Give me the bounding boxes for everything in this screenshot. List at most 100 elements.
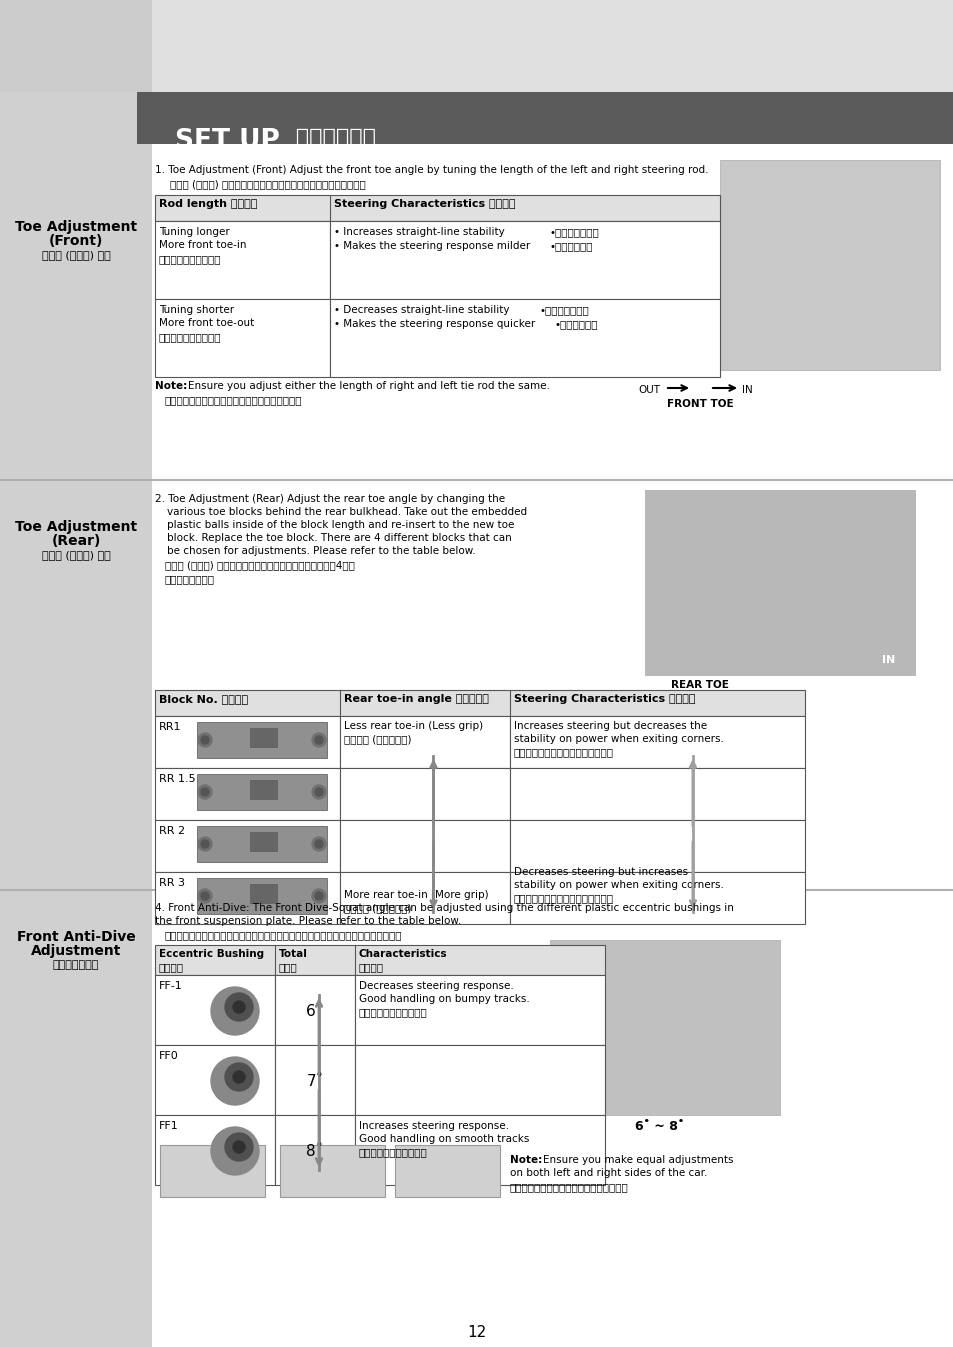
Text: 註：調整時請注意左右內襯角度選擇需一致: 註：調整時請注意左右內襯角度選擇需一致 — [510, 1183, 628, 1192]
Text: RR1: RR1 — [159, 722, 181, 731]
Bar — [154, 1115, 274, 1185]
Text: IN: IN — [882, 655, 894, 665]
Circle shape — [314, 735, 323, 744]
Text: Adjustment: Adjustment — [30, 944, 121, 958]
Bar — [0, 0, 152, 92]
Text: Note:: Note: — [154, 381, 187, 391]
Circle shape — [201, 841, 209, 849]
Text: Tuning shorter: Tuning shorter — [159, 304, 233, 315]
Text: 前懸吊防潛角度: 前懸吊防潛角度 — [52, 960, 99, 970]
Bar — [355, 975, 604, 1045]
Bar — [250, 727, 277, 748]
Text: various toe blocks behind the rear bulkhead. Take out the embedded: various toe blocks behind the rear bulkh… — [167, 506, 527, 517]
Circle shape — [198, 836, 212, 851]
Bar — [196, 826, 327, 862]
Text: 6˚ ~ 8˚: 6˚ ~ 8˚ — [635, 1119, 684, 1133]
Text: 後束角小 (抓地力較差): 後束角小 (抓地力較差) — [344, 734, 411, 744]
Text: block. Replace the toe block. There are 4 different blocks that can: block. Replace the toe block. There are … — [167, 533, 511, 543]
Text: Toe Adjustment: Toe Adjustment — [15, 220, 137, 234]
Text: (Rear): (Rear) — [51, 533, 101, 548]
Text: 後束角 (後投影) 設定：更換後影版改變後輪束角角度，備有4種後: 後束角 (後投影) 設定：更換後影版改變後輪束角角度，備有4種後 — [165, 560, 355, 570]
Circle shape — [198, 733, 212, 748]
Text: Toe Adjustment: Toe Adjustment — [15, 520, 137, 533]
Bar — [154, 872, 339, 924]
Bar — [154, 946, 604, 975]
Text: Decreases steering but increases: Decreases steering but increases — [514, 867, 687, 877]
Bar — [154, 221, 330, 299]
Text: 前傾角: 前傾角 — [278, 962, 297, 973]
Bar — [154, 768, 339, 820]
Text: 影角度可供替換。: 影角度可供替換。 — [165, 574, 214, 585]
Circle shape — [198, 889, 212, 902]
Text: • Makes the steering response quicker: • Makes the steering response quicker — [334, 319, 535, 329]
Circle shape — [312, 836, 326, 851]
Text: Increases steering response.: Increases steering response. — [358, 1121, 509, 1131]
Text: • Makes the steering response milder: • Makes the steering response milder — [334, 241, 530, 251]
Text: be chosen for adjustments. Please refer to the table below.: be chosen for adjustments. Please refer … — [167, 546, 476, 556]
Text: Less rear toe-in (Less grip): Less rear toe-in (Less grip) — [344, 721, 482, 731]
Circle shape — [201, 788, 209, 796]
Circle shape — [312, 889, 326, 902]
Text: 拉桿越長，前束角越大: 拉桿越長，前束角越大 — [159, 255, 221, 264]
Text: •轉向反應較快: •轉向反應較快 — [555, 319, 598, 329]
Bar — [154, 195, 720, 221]
Text: 1. Toe Adjustment (Front) Adjust the front toe angle by tuning the length of the: 1. Toe Adjustment (Front) Adjust the fro… — [154, 164, 708, 175]
Bar — [720, 160, 939, 370]
Text: plastic balls inside of the block length and re-insert to the new toe: plastic balls inside of the block length… — [167, 520, 514, 529]
Text: FF-1: FF-1 — [159, 981, 183, 991]
Text: 橢圓內襯: 橢圓內襯 — [159, 962, 184, 973]
Text: Characteristics: Characteristics — [358, 950, 447, 959]
Circle shape — [201, 735, 209, 744]
Text: Total: Total — [278, 950, 308, 959]
Bar — [196, 722, 327, 758]
Text: •直線穩定度較差: •直線穩定度較差 — [539, 304, 589, 315]
Text: 6˚: 6˚ — [306, 1004, 323, 1018]
Bar — [137, 92, 152, 144]
Bar — [339, 717, 510, 768]
Bar — [250, 884, 277, 904]
Text: 前懸吊防潛角度：前防潛角度的調整可經由更換前下擺臂前固定版之橢圓內襯而改變。: 前懸吊防潛角度：前防潛角度的調整可經由更換前下擺臂前固定版之橢圓內襯而改變。 — [165, 929, 402, 940]
Text: •轉向反應較緩: •轉向反應較緩 — [550, 241, 593, 251]
Text: Steering Characteristics 轉向特性: Steering Characteristics 轉向特性 — [514, 694, 695, 704]
Text: 競技角度設定: 競技角度設定 — [288, 128, 375, 148]
Text: 入彎轉向角度大，出彎補油穩定度弱: 入彎轉向角度大，出彎補油穩定度弱 — [514, 748, 614, 757]
Bar — [280, 1145, 385, 1197]
Bar — [250, 780, 277, 800]
Bar — [644, 490, 914, 675]
Bar — [154, 299, 330, 377]
Bar — [274, 1045, 355, 1115]
Text: (Front): (Front) — [49, 234, 103, 248]
Text: 轉向反應快，適平緩路面: 轉向反應快，適平緩路面 — [358, 1148, 427, 1157]
Text: 後束角大 (抓地力較好): 後束角大 (抓地力較好) — [344, 902, 411, 913]
Circle shape — [211, 1127, 258, 1175]
Text: • Decreases straight-line stability: • Decreases straight-line stability — [334, 304, 509, 315]
Circle shape — [314, 841, 323, 849]
Bar — [395, 1145, 499, 1197]
Text: 2. Toe Adjustment (Rear) Adjust the rear toe angle by changing the: 2. Toe Adjustment (Rear) Adjust the rear… — [154, 494, 504, 504]
Text: 12: 12 — [467, 1325, 486, 1340]
Text: Increases steering but decreases the: Increases steering but decreases the — [514, 721, 706, 731]
Bar — [0, 0, 152, 1347]
Text: Good handling on bumpy tracks.: Good handling on bumpy tracks. — [358, 994, 529, 1004]
Bar — [152, 92, 953, 144]
Bar — [250, 832, 277, 853]
Bar — [154, 975, 274, 1045]
Circle shape — [225, 1133, 253, 1161]
Text: FF1: FF1 — [159, 1121, 178, 1131]
Text: on both left and right sides of the car.: on both left and right sides of the car. — [510, 1168, 706, 1179]
Text: Steering Characteristics 轉向特性: Steering Characteristics 轉向特性 — [334, 199, 515, 209]
Circle shape — [314, 788, 323, 796]
Text: 後束角 (後投影) 設定: 後束角 (後投影) 設定 — [42, 550, 111, 560]
Bar — [160, 1145, 265, 1197]
Bar — [274, 1115, 355, 1185]
Text: Front Anti-Dive: Front Anti-Dive — [16, 929, 135, 944]
Circle shape — [211, 1057, 258, 1105]
Bar — [510, 820, 804, 872]
Bar — [154, 690, 804, 717]
Text: More front toe-out: More front toe-out — [159, 318, 254, 329]
Text: Ensure you make equal adjustments: Ensure you make equal adjustments — [542, 1154, 733, 1165]
Text: the front suspension plate. Please refer to the table below.: the front suspension plate. Please refer… — [154, 916, 460, 925]
Bar — [154, 1045, 274, 1115]
Text: 轉向反應慢，適顛簸路面: 轉向反應慢，適顛簸路面 — [358, 1008, 427, 1017]
Bar — [0, 0, 953, 92]
